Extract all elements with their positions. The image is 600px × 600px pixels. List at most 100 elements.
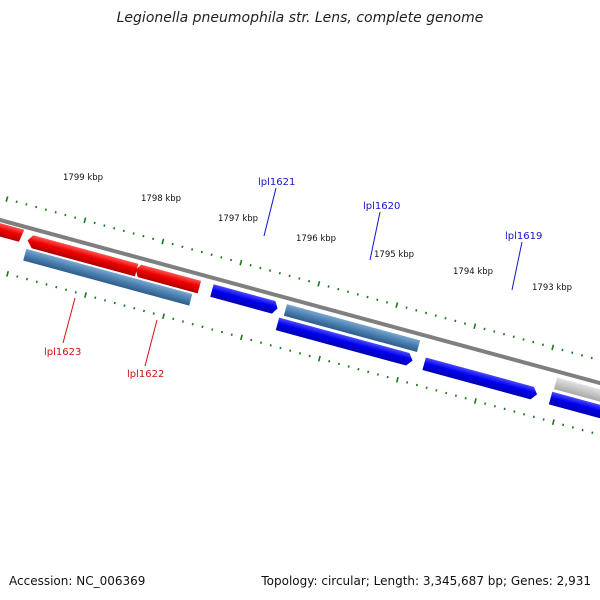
minor-tick bbox=[230, 258, 233, 262]
minor-tick bbox=[25, 277, 29, 281]
minor-tick bbox=[45, 283, 48, 286]
genome-backbone bbox=[0, 212, 600, 393]
minor-tick bbox=[415, 383, 418, 387]
minor-tick bbox=[74, 216, 77, 219]
tick-label: 1799 kbp bbox=[63, 173, 103, 183]
minor-tick bbox=[249, 264, 252, 267]
minor-tick bbox=[200, 250, 203, 254]
minor-tick bbox=[493, 404, 496, 408]
minor-tick bbox=[142, 234, 145, 238]
leader-line bbox=[263, 187, 277, 237]
gene-label-lpl1621[interactable]: lpl1621 bbox=[258, 177, 295, 188]
major-tick bbox=[317, 355, 321, 362]
cds-lpl1624 bbox=[0, 212, 25, 242]
minor-tick bbox=[444, 316, 447, 320]
minor-tick bbox=[103, 224, 106, 227]
minor-tick bbox=[269, 344, 272, 347]
minor-tick bbox=[424, 311, 428, 315]
minor-tick bbox=[123, 304, 126, 307]
minor-tick bbox=[289, 349, 292, 352]
major-tick bbox=[473, 398, 477, 404]
minor-tick bbox=[386, 375, 389, 379]
minor-tick bbox=[512, 335, 515, 339]
minor-tick bbox=[385, 301, 389, 304]
minor-tick bbox=[74, 291, 77, 294]
minor-tick bbox=[44, 208, 47, 211]
genome-summary-text: Topology: circular; Length: 3,345,687 bp… bbox=[261, 574, 591, 588]
minor-tick bbox=[308, 354, 311, 358]
minor-tick bbox=[288, 274, 291, 278]
minor-tick bbox=[356, 293, 359, 296]
minor-tick bbox=[132, 232, 135, 235]
minor-tick bbox=[434, 314, 437, 317]
accession-text: Accession: NC_006369 bbox=[9, 574, 146, 588]
minor-tick bbox=[250, 338, 253, 342]
minor-tick bbox=[181, 245, 184, 249]
minor-tick bbox=[16, 275, 19, 278]
minor-tick bbox=[269, 269, 272, 272]
minor-tick bbox=[259, 266, 262, 270]
minor-tick bbox=[94, 296, 97, 299]
major-tick bbox=[161, 313, 165, 320]
gene-label-lpl1620[interactable]: lpl1620 bbox=[363, 201, 400, 212]
minor-tick bbox=[220, 256, 223, 259]
minor-tick bbox=[522, 338, 525, 341]
minor-tick bbox=[181, 320, 185, 323]
gene-label-lpl1622[interactable]: lpl1622 bbox=[127, 369, 164, 380]
major-tick bbox=[83, 217, 87, 224]
minor-tick bbox=[366, 295, 369, 299]
tick-label: 1795 kbp bbox=[374, 250, 414, 260]
cds-lpl1623 bbox=[27, 235, 139, 277]
minor-tick bbox=[64, 288, 68, 292]
major-tick bbox=[161, 238, 165, 245]
major-tick bbox=[6, 270, 10, 277]
minor-tick bbox=[298, 352, 302, 355]
minor-tick bbox=[35, 205, 38, 209]
minor-tick bbox=[580, 354, 584, 357]
minor-tick bbox=[590, 356, 593, 360]
leader-line bbox=[369, 211, 381, 261]
major-tick bbox=[551, 344, 555, 351]
minor-tick bbox=[503, 407, 506, 411]
minor-tick bbox=[571, 351, 574, 354]
minor-tick bbox=[591, 431, 594, 435]
minor-tick bbox=[220, 330, 224, 334]
lower-tick-ring bbox=[6, 270, 594, 435]
minor-tick bbox=[55, 285, 58, 289]
minor-tick bbox=[191, 248, 194, 251]
minor-tick bbox=[415, 309, 418, 312]
tick-labels: 1799 kbp 1798 kbp 1797 kbp 1796 kbp 1795… bbox=[63, 173, 572, 293]
minor-tick bbox=[327, 285, 330, 288]
leader-line bbox=[144, 319, 158, 367]
major-tick bbox=[5, 196, 9, 202]
minor-tick bbox=[523, 412, 526, 416]
minor-tick bbox=[93, 221, 96, 225]
minor-tick bbox=[425, 386, 428, 390]
minor-tick bbox=[532, 340, 535, 344]
minor-tick bbox=[484, 402, 487, 405]
major-tick bbox=[395, 376, 399, 383]
minor-tick bbox=[298, 277, 301, 280]
minor-tick bbox=[406, 381, 409, 384]
minor-tick bbox=[561, 348, 564, 352]
minor-tick bbox=[376, 298, 379, 301]
minor-tick bbox=[103, 299, 107, 302]
minor-tick bbox=[210, 253, 213, 256]
minor-tick bbox=[347, 365, 350, 368]
minor-tick bbox=[211, 328, 214, 331]
tick-label: 1793 kbp bbox=[532, 283, 572, 293]
leader-line bbox=[511, 241, 523, 291]
minor-tick bbox=[152, 237, 155, 241]
gene-label-lpl1623[interactable]: lpl1623 bbox=[44, 347, 81, 358]
gene-label-lpl1619[interactable]: lpl1619 bbox=[505, 231, 542, 242]
minor-tick bbox=[571, 426, 574, 429]
major-tick bbox=[473, 323, 477, 330]
minor-tick bbox=[367, 370, 370, 374]
minor-tick bbox=[133, 307, 136, 310]
gene-lpl1623 bbox=[23, 248, 193, 306]
major-tick bbox=[84, 292, 88, 298]
major-tick bbox=[239, 334, 243, 341]
minor-tick bbox=[171, 242, 174, 246]
minor-tick bbox=[454, 319, 457, 323]
